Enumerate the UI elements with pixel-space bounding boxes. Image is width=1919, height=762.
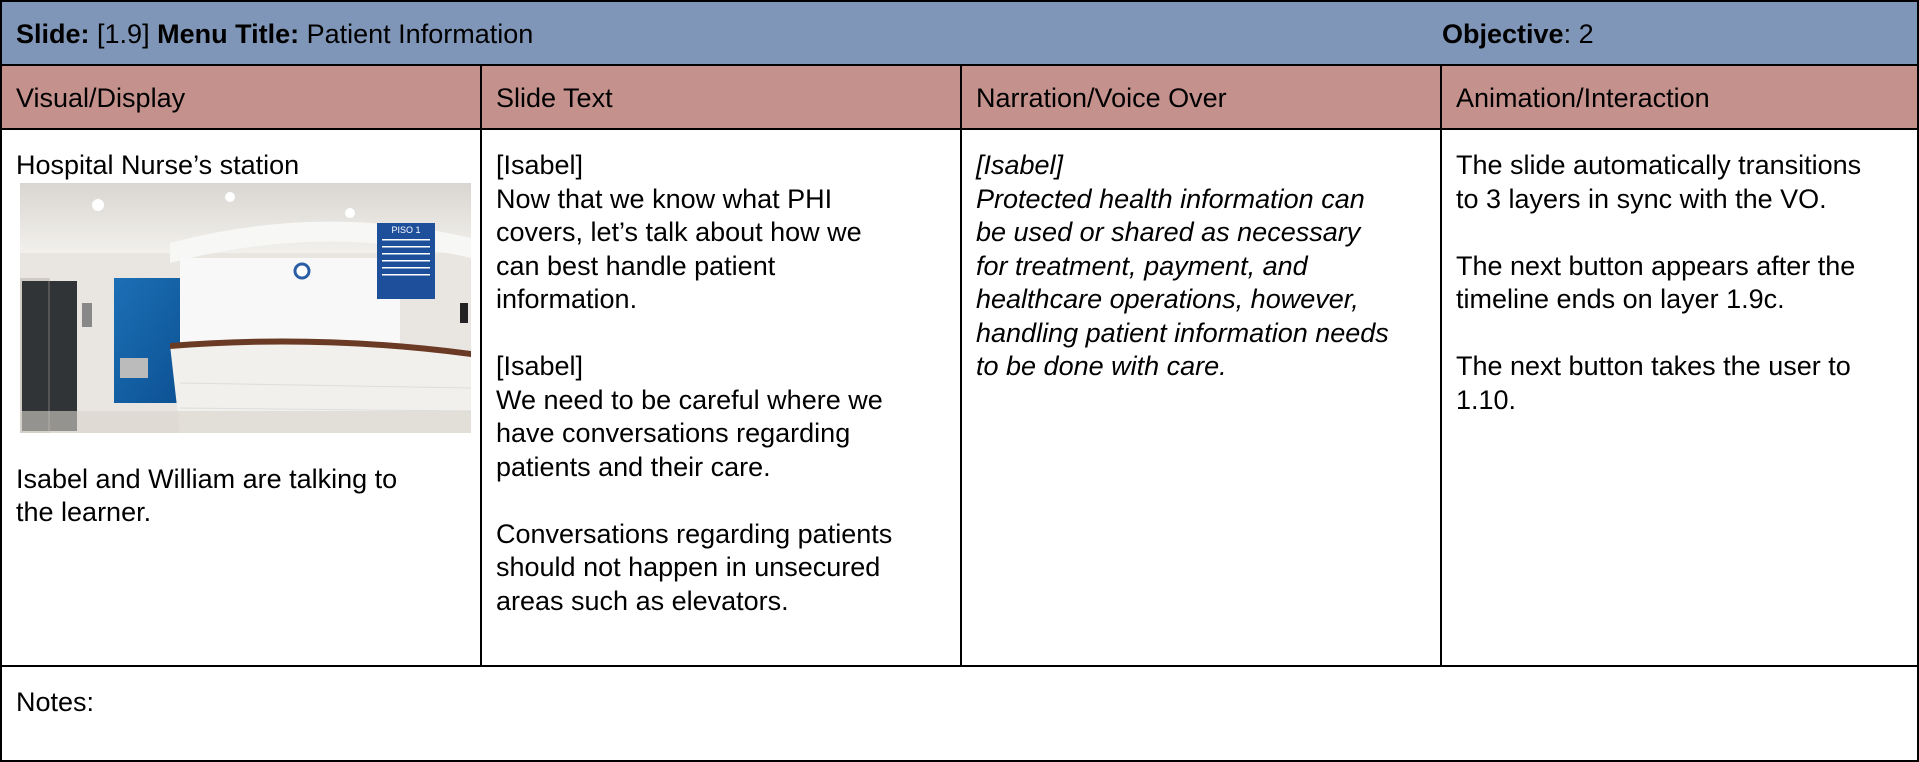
text-line: covers, let’s talk about how we [496,217,862,247]
objective-label: Objective [1442,19,1564,49]
text-line: for treatment, payment, and [976,250,1308,281]
header-row: Slide: [1.9] Menu Title: Patient Informa… [0,0,1919,66]
text-line: to be done with care. [976,351,1227,381]
text-line: Now that we know what PHI [496,183,833,214]
text-line: The next button takes the user to [1456,351,1851,381]
slide-number: [1.9] [97,19,150,49]
menu-label: Menu Title: [157,19,300,49]
text-line: should not happen in unsecured [496,552,881,582]
paragraph: [Isabel] We need to be careful where we ha… [496,350,946,484]
photo-sign: PISO 1 [391,225,420,235]
animation-cell: The slide automatically transitions to 3 … [1440,128,1919,667]
paragraph: [Isabel] Protected health information can… [976,149,1426,384]
slide-label: Slide: [16,19,90,49]
text-line: be used or shared as necessary [976,217,1361,247]
visual-cell: Hospital Nurse’s station PISO 1 [0,128,482,667]
paragraph: The next button takes the user to 1.10. [1456,350,1903,417]
text-line: 1.10. [1456,384,1517,415]
text-line: The slide automatically transitions [1456,150,1862,180]
text-line: areas such as elevators. [496,585,789,616]
text-line: The next button appears after the [1456,250,1856,281]
menu-title: Patient Information [306,19,534,49]
text-line: can best handle patient [496,250,776,281]
objective: Objective: 2 [1442,18,1594,52]
text-line: timeline ends on layer 1.9c. [1456,284,1785,314]
text-line: We need to be careful where we [496,384,883,415]
caption: Hospital Nurse’s station [16,150,300,180]
column-header: Narration/Voice Over [960,64,1442,130]
text-line: [Isabel] [496,351,584,381]
text-line: the learner. [16,497,152,527]
photo: PISO 1 [20,182,471,433]
notes-row: Notes: [0,665,1919,762]
paragraph: Conversations regarding patients should n… [496,518,946,619]
objective-value: : 2 [1563,19,1594,49]
column-header: Slide Text [480,64,962,130]
paragraph: The next button appears after the timelin… [1456,250,1903,317]
paragraph: The slide automatically transitions to 3 … [1456,149,1903,216]
text-line: healthcare operations, however, [976,284,1359,314]
column-header: Animation/Interaction [1440,64,1919,130]
text-line: Conversations regarding patients [496,518,893,549]
text-line: Protected health information can [976,183,1365,214]
text-line: to 3 layers in sync with the VO. [1456,183,1827,214]
text-line: [Isabel] [976,150,1064,180]
text-line: information. [496,284,638,314]
text-line: handling patient information needs [976,317,1389,348]
slide-text-cell: [Isabel] Now that we know what PHI covers,… [480,128,962,667]
text-line: [Isabel] [496,150,584,180]
visual-description: Isabel and William are talking to the lea… [16,463,466,530]
narration-cell: [Isabel] Protected health information can… [960,128,1442,667]
paragraph: [Isabel] Now that we know what PHI covers,… [496,149,946,317]
text-line: patients and their care. [496,451,771,482]
column-header: Visual/Display [0,64,482,130]
text-line: have conversations regarding [496,418,851,448]
text-line: Isabel and William are talking to [16,463,398,494]
